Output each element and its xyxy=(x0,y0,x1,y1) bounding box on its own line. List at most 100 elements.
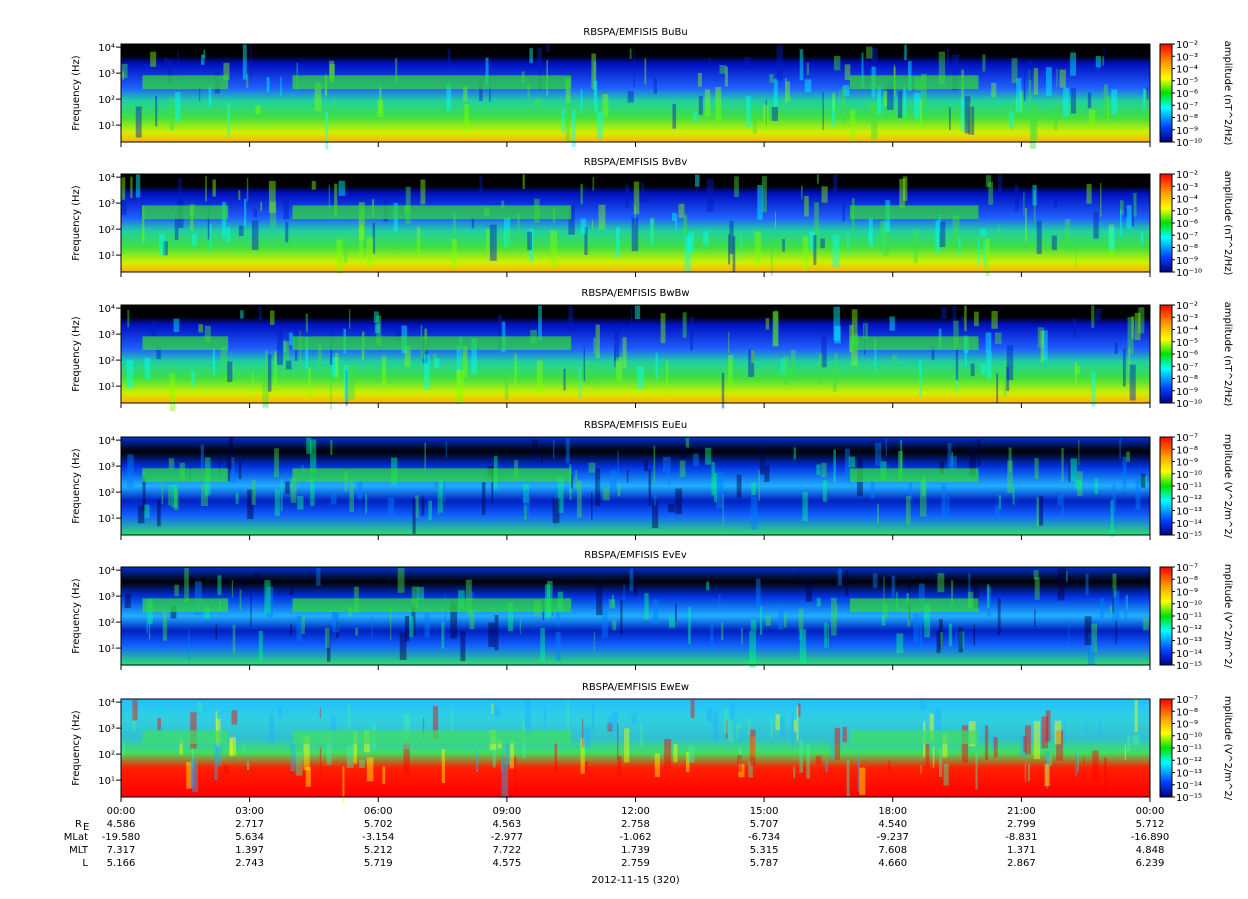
texture xyxy=(142,477,146,511)
texture xyxy=(934,708,942,739)
texture xyxy=(258,630,263,662)
texture xyxy=(607,722,613,732)
texture xyxy=(228,437,233,470)
colorbar-tick-label: 10⁻¹³ xyxy=(1176,637,1202,648)
texture xyxy=(446,83,452,111)
texture xyxy=(673,743,678,763)
texture xyxy=(939,747,943,777)
panel-title: RBSPA/EMFISIS BwBw xyxy=(581,288,689,299)
texture xyxy=(644,593,649,620)
texture xyxy=(798,703,801,717)
texture xyxy=(405,186,411,224)
ephemeris-value: 1.397 xyxy=(235,845,264,856)
texture xyxy=(174,92,181,122)
texture xyxy=(268,180,276,213)
texture xyxy=(728,354,733,387)
texture xyxy=(423,354,430,390)
texture xyxy=(1032,184,1037,206)
texture xyxy=(831,98,836,127)
texture xyxy=(851,309,858,339)
texture xyxy=(215,743,222,766)
texture xyxy=(688,745,695,763)
texture xyxy=(958,236,961,259)
texture xyxy=(1132,192,1137,217)
texture xyxy=(1087,92,1092,109)
texture xyxy=(451,706,453,738)
texture xyxy=(1086,184,1092,204)
texture xyxy=(1028,69,1032,105)
texture xyxy=(738,746,742,767)
ephemeris-label: MLat xyxy=(64,832,88,843)
texture xyxy=(871,48,878,65)
texture xyxy=(1126,451,1130,462)
texture xyxy=(452,213,457,237)
texture xyxy=(200,484,208,506)
texture xyxy=(317,344,322,365)
texture xyxy=(1063,87,1069,117)
texture xyxy=(1102,56,1104,66)
texture xyxy=(816,174,820,184)
texture xyxy=(725,719,728,739)
texture xyxy=(226,451,230,482)
texture xyxy=(246,178,249,202)
texture xyxy=(684,236,691,273)
texture xyxy=(357,475,363,500)
texture xyxy=(919,480,927,517)
texture xyxy=(636,366,644,389)
texture xyxy=(397,567,405,593)
texture xyxy=(223,765,230,774)
texture xyxy=(188,629,190,661)
texture xyxy=(765,318,770,330)
texture xyxy=(889,316,895,331)
texture xyxy=(798,628,803,641)
texture xyxy=(843,84,850,97)
texture xyxy=(1025,207,1027,242)
y-tick-label: 10¹ xyxy=(98,514,115,525)
texture xyxy=(186,761,192,789)
texture xyxy=(169,97,175,131)
texture xyxy=(805,579,813,602)
texture xyxy=(985,175,991,188)
texture xyxy=(173,488,179,510)
texture xyxy=(164,57,168,67)
texture xyxy=(1134,312,1141,341)
y-axis-label: Frequency (Hz) xyxy=(71,578,82,654)
texture xyxy=(205,176,207,202)
colorbar-tick-label: 10⁻¹⁵ xyxy=(1176,531,1202,542)
texture xyxy=(585,761,588,773)
texture xyxy=(902,176,908,201)
texture xyxy=(1033,190,1036,223)
texture xyxy=(1094,478,1099,495)
texture xyxy=(177,50,179,78)
texture xyxy=(775,713,781,730)
colorbar-tick-label: 10⁻⁷ xyxy=(1176,433,1198,444)
texture xyxy=(905,495,911,525)
texture xyxy=(748,719,751,736)
y-tick-label: 10³ xyxy=(98,462,115,473)
texture xyxy=(671,212,676,221)
texture xyxy=(399,632,407,660)
ephemeris-label: MLT xyxy=(69,845,89,856)
texture xyxy=(296,615,302,641)
texture xyxy=(698,95,703,115)
texture xyxy=(233,324,236,334)
texture xyxy=(527,84,530,100)
texture xyxy=(951,451,953,468)
colorbar-tick-label: 10⁻¹¹ xyxy=(1176,482,1202,493)
texture xyxy=(1016,78,1022,113)
texture xyxy=(328,184,330,208)
colorbar-tick-label: 10⁻⁹ xyxy=(1176,387,1198,398)
texture xyxy=(629,48,632,59)
texture xyxy=(925,743,930,767)
texture xyxy=(523,483,529,503)
texture xyxy=(255,105,261,115)
texture xyxy=(1115,620,1118,645)
colorbar-label: amplitude (nT^2/Hz) xyxy=(1222,41,1233,146)
texture xyxy=(972,586,979,608)
texture xyxy=(711,461,715,496)
texture xyxy=(208,86,212,107)
texture xyxy=(650,218,654,246)
texture xyxy=(640,182,644,203)
x-axis-label: 2012-11-15 (320) xyxy=(591,875,679,886)
texture xyxy=(235,492,239,504)
